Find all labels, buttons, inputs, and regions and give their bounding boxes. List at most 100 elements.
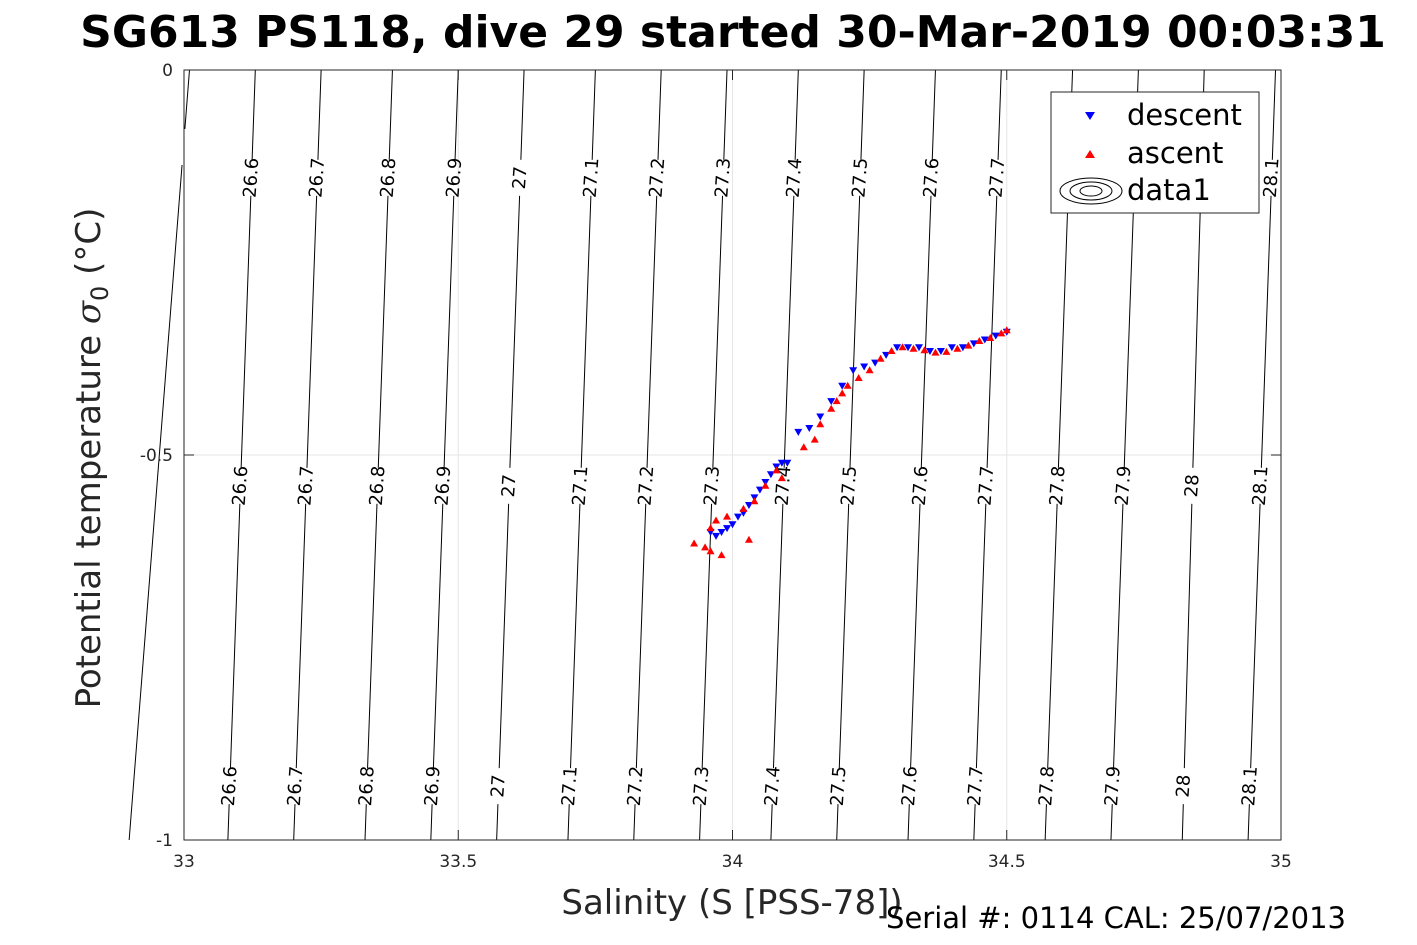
contour-26.9: 26.9 26.9 26.9 xyxy=(421,69,467,841)
descent-point xyxy=(893,344,902,352)
contour-line xyxy=(907,804,910,841)
ascent-point xyxy=(876,354,885,362)
contour-label: 27.8 xyxy=(1046,465,1070,506)
ascent-point xyxy=(772,466,781,474)
descent-point xyxy=(958,344,967,352)
contour-label: 27.1 xyxy=(569,465,593,506)
x-tick-label: 34.5 xyxy=(988,852,1026,872)
ascent-point xyxy=(865,366,874,374)
legend: descent ascent data1 xyxy=(1050,91,1260,214)
contour-line xyxy=(367,503,378,769)
contour-line xyxy=(580,195,592,468)
contour-line xyxy=(657,69,662,160)
contour-line xyxy=(570,503,581,769)
contour-line xyxy=(986,195,998,468)
descent-point xyxy=(980,336,989,344)
contour-line xyxy=(1247,804,1250,841)
contour-label: 26.7 xyxy=(294,465,318,506)
contour-label: 27.6 xyxy=(920,157,944,198)
axis-ticks: 33 33.5 34 34.5 35 0 -0.5 -1 xyxy=(140,61,1292,872)
contour-line xyxy=(1110,804,1113,841)
descent-point xyxy=(860,363,869,371)
ascent-point xyxy=(838,389,847,397)
contour-line xyxy=(184,69,190,130)
contour-line xyxy=(975,503,987,769)
contour-label: 26.8 xyxy=(377,157,401,198)
ascent-point xyxy=(832,397,841,405)
contour-label: 27.4 xyxy=(772,465,796,506)
contour-27.6: 27.6 27.6 27.6 xyxy=(898,69,944,841)
contour-line xyxy=(772,503,784,769)
ascent-point xyxy=(920,346,929,354)
ascent-point xyxy=(723,512,732,520)
contour-line xyxy=(635,503,647,769)
contour-27: 27 27 27 xyxy=(487,69,532,841)
contour-label: 27.3 xyxy=(700,465,724,506)
contour-label: 26.7 xyxy=(284,765,308,806)
contour-label: 27 xyxy=(487,774,510,798)
contour-line xyxy=(836,804,839,841)
contour-line xyxy=(1183,503,1193,769)
series-descent xyxy=(706,328,1011,540)
contour-line xyxy=(770,804,773,841)
legend-ascent-marker xyxy=(1085,150,1095,158)
contour-line xyxy=(520,69,525,160)
descent-point xyxy=(728,521,737,529)
contour-label: 26.9 xyxy=(443,157,467,198)
contour-label: 26.6 xyxy=(240,157,264,198)
contour-line xyxy=(849,195,861,468)
contour-27.1: 27.1 27.1 27.1 xyxy=(558,69,604,841)
contour-line xyxy=(432,503,444,769)
contour-line xyxy=(377,195,389,468)
contour-line xyxy=(591,69,596,160)
legend-descent-label: descent xyxy=(1127,98,1242,132)
ascent-point xyxy=(854,374,863,381)
contour-line xyxy=(251,69,256,160)
contour-26.8: 26.8 26.8 26.8 xyxy=(355,69,401,841)
descent-point xyxy=(838,382,847,390)
ascent-point xyxy=(964,341,973,349)
contour-label: 27.2 xyxy=(624,765,648,806)
contour-label: 27 xyxy=(498,474,521,498)
ascent-point xyxy=(827,404,836,412)
descent-point xyxy=(947,344,956,352)
ascent-point xyxy=(810,435,819,443)
x-axis-label: Salinity (S [PSS-78]) xyxy=(561,883,902,923)
descent-point xyxy=(991,332,1000,340)
contour-line xyxy=(443,195,455,468)
contour-label: 27.4 xyxy=(761,765,785,806)
ascent-point xyxy=(986,333,995,341)
descent-point xyxy=(733,513,742,521)
contour-line xyxy=(388,69,393,160)
contour-line xyxy=(633,804,636,841)
contour-label: 27.3 xyxy=(690,765,714,806)
contour-label: 26.8 xyxy=(366,465,390,506)
contour-line xyxy=(699,804,702,841)
ascent-point xyxy=(777,474,786,482)
ascent-point xyxy=(712,516,721,524)
contour-line xyxy=(997,69,1002,160)
contour-label: 27.1 xyxy=(580,157,604,198)
descent-point xyxy=(723,525,732,533)
contour-27.3: 27.3 27.3 27.3 xyxy=(690,69,735,841)
ascent-point xyxy=(701,543,710,551)
ascent-point xyxy=(816,420,825,428)
contour-line xyxy=(920,195,932,468)
x-tick-label: 33.5 xyxy=(439,852,477,872)
x-tick-label: 33 xyxy=(173,852,195,872)
contour-label: 27.3 xyxy=(711,157,735,198)
contour-26.6: 26.6 26.6 26.6 xyxy=(218,69,264,841)
descent-point xyxy=(712,532,721,540)
contour-line xyxy=(1181,804,1184,841)
ascent-point xyxy=(887,347,896,355)
contour-26.7: 26.7 26.7 26.7 xyxy=(284,69,329,841)
descent-point xyxy=(794,428,803,436)
contour-label: 26.6 xyxy=(229,465,253,506)
contour-line xyxy=(454,69,459,160)
contour-line xyxy=(701,503,713,769)
contour-line xyxy=(498,503,510,769)
descent-point xyxy=(717,529,726,536)
contour-26.5 xyxy=(128,69,190,841)
descent-point xyxy=(816,413,825,421)
contour-label: 26.6 xyxy=(218,765,242,806)
